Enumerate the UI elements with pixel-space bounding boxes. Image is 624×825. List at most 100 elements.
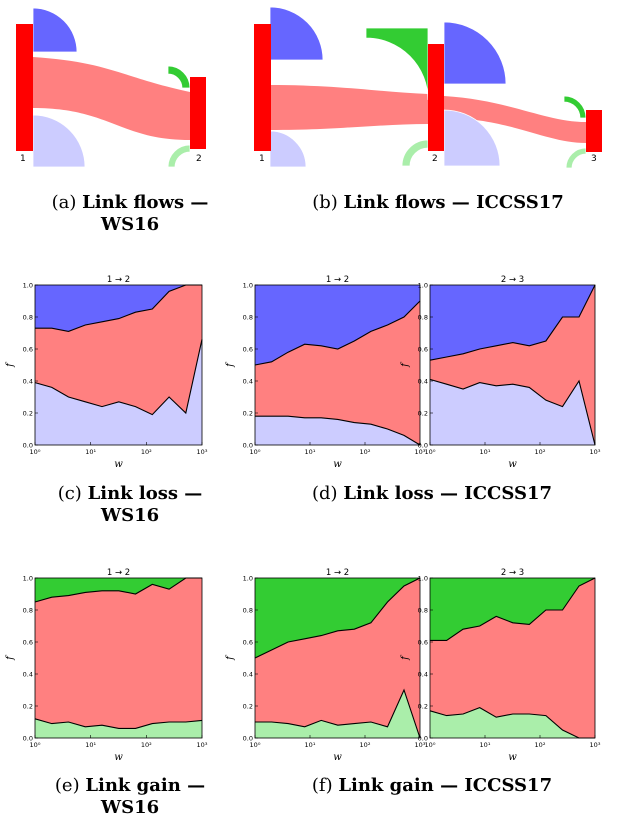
- x-tick-label: 10³: [415, 448, 426, 456]
- y-tick-label: 0.8: [418, 607, 428, 615]
- gain-wedge-top-2: [365, 27, 429, 101]
- y-axis-label: f: [400, 361, 411, 368]
- y-tick-label: 0.4: [418, 378, 428, 386]
- chart-link-loss-ws16: 0.0 0.2 0.4 0.6 0.8 1.0 10⁰ 10¹ 10² 10³ 1 → 2 w f: [5, 275, 208, 470]
- caption-text-line2: WS16: [100, 797, 160, 818]
- y-axis-label: f: [225, 361, 236, 368]
- boundary-line-2: [254, 300, 421, 366]
- loss-wedge-lower-1: [269, 130, 307, 168]
- caption-d: (d) Link loss — ICCSS17: [262, 483, 602, 505]
- x-axis-label: w: [114, 752, 123, 763]
- x-tick-label: 10³: [197, 741, 208, 749]
- gain-wedge-bottom-2: [401, 139, 429, 167]
- area-band-middle-band: [430, 285, 595, 445]
- y-tick-label: 1.0: [418, 575, 428, 583]
- caption-c: (c) Link loss — WS16: [30, 483, 230, 527]
- chart-title: 1 → 2: [326, 275, 349, 285]
- y-tick-label: 0.2: [243, 703, 253, 711]
- caption-letter: (b): [312, 192, 338, 213]
- x-tick-label: 10⁰: [425, 741, 436, 749]
- y-tick-label: 1.0: [243, 575, 253, 583]
- link-node-3: [586, 110, 602, 152]
- plot-frame: [429, 577, 596, 739]
- x-tick-label: 10¹: [480, 741, 491, 749]
- x-tick-label: 10³: [590, 741, 601, 749]
- y-tick-label: 0.2: [23, 703, 33, 711]
- boundary-line-2: [35, 284, 202, 332]
- loss-wedge-upper-1: [32, 7, 78, 53]
- boundary-line-1: [255, 688, 421, 739]
- area-band-middle-band: [255, 301, 420, 445]
- chart-title: 1 → 2: [107, 568, 130, 578]
- plot-frame: [254, 577, 421, 739]
- y-tick-label: 0.2: [418, 410, 428, 418]
- node-label-3: 3: [591, 154, 597, 164]
- x-tick-label: 10¹: [305, 448, 316, 456]
- x-axis-label: w: [333, 459, 342, 470]
- loss-wedge-upper-2: [443, 21, 507, 85]
- caption-text-line2: WS16: [100, 214, 160, 235]
- y-tick-label: 0.6: [243, 639, 253, 647]
- boundary-line-2: [430, 577, 596, 641]
- caption-b: (b) Link flows — ICCSS17: [268, 192, 608, 214]
- y-tick-label: 0.0: [243, 735, 253, 743]
- loss-wedge-lower-2: [443, 109, 501, 167]
- flow-band-1-2: [33, 57, 190, 140]
- area-band-middle-band: [255, 578, 420, 738]
- x-tick-label: 10¹: [85, 741, 96, 749]
- area-band-gain-bottom: [430, 707, 595, 738]
- x-tick-label: 10³: [197, 448, 208, 456]
- plot-frame: [429, 284, 596, 446]
- x-tick-label: 10¹: [305, 741, 316, 749]
- x-tick-label: 10¹: [85, 448, 96, 456]
- plot-frame: [34, 577, 203, 739]
- y-tick-label: 1.0: [418, 282, 428, 290]
- caption-letter: (f): [311, 775, 333, 796]
- boundary-line-1: [429, 378, 596, 446]
- chart-link-gain-iccss17-2-3: 0.0 0.2 0.4 0.6 0.8 1.0 10⁰ 10¹ 10² 10³ 2 → 3 w f: [400, 568, 601, 763]
- plot-frame: [254, 284, 421, 446]
- caption-text-line2: WS16: [100, 505, 160, 526]
- flow-band-2-3: [444, 96, 586, 143]
- y-tick-label: 0.6: [418, 639, 428, 647]
- y-tick-label: 0.0: [418, 735, 428, 743]
- y-tick-label: 0.8: [23, 314, 33, 322]
- y-tick-label: 0.2: [23, 410, 33, 418]
- gain-wedge-top-2: [167, 65, 191, 89]
- area-band-lower-band: [255, 416, 420, 445]
- y-tick-label: 0.8: [23, 607, 33, 615]
- boundary-line-1: [255, 415, 421, 446]
- plot-frame: [34, 284, 203, 446]
- chart-title: 1 → 2: [107, 275, 130, 285]
- boundary-line-2: [254, 577, 421, 659]
- caption-a: (a) Link flows — WS16: [30, 192, 230, 236]
- x-axis-label: w: [508, 459, 517, 470]
- caption-letter: (d): [312, 483, 338, 504]
- area-band-lower-band: [430, 379, 595, 445]
- x-axis-label: w: [333, 752, 342, 763]
- caption-f: (f) Link gain — ICCSS17: [262, 775, 602, 797]
- area-band-middle-band: [35, 285, 202, 415]
- x-tick-label: 10²: [141, 741, 152, 749]
- area-band-gain-top: [35, 578, 202, 602]
- chart-link-loss-iccss17-1-2: 0.0 0.2 0.4 0.6 0.8 1.0 10⁰ 10¹ 10² 10³ 1 → 2 w f: [225, 275, 426, 470]
- y-tick-label: 0.2: [418, 703, 428, 711]
- link-node-2: [428, 44, 444, 151]
- y-tick-label: 0.8: [243, 314, 253, 322]
- chart-link-gain-ws16: 0.0 0.2 0.4 0.6 0.8 1.0 10⁰ 10¹ 10² 10³ 1 → 2 w f: [5, 568, 208, 763]
- caption-letter: (e): [54, 775, 80, 796]
- y-tick-label: 0.0: [243, 442, 253, 450]
- area-band-gain-bottom: [255, 690, 420, 738]
- caption-e: (e) Link gain — WS16: [30, 775, 230, 819]
- gain-wedge-bottom-3: [565, 147, 587, 169]
- y-tick-label: 0.0: [418, 442, 428, 450]
- y-tick-label: 0.6: [418, 346, 428, 354]
- y-axis-label: f: [5, 654, 16, 661]
- y-tick-label: 0.0: [23, 735, 33, 743]
- node-label-2: 2: [432, 154, 438, 164]
- area-band-upper-band: [255, 285, 420, 365]
- area-band-lower-band: [35, 339, 202, 445]
- boundary-line-2: [429, 284, 596, 361]
- y-tick-label: 0.6: [23, 346, 33, 354]
